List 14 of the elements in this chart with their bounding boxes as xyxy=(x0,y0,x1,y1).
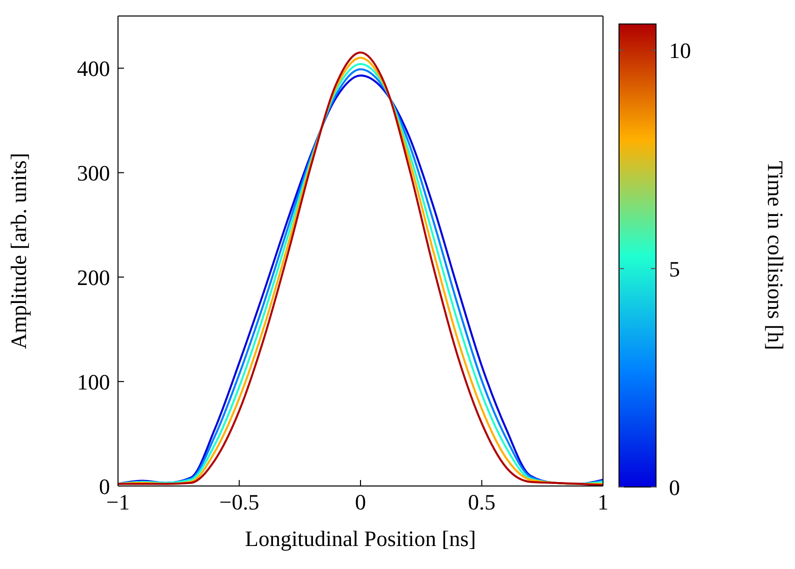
y-tick-label: 300 xyxy=(77,160,110,186)
y-tick-label: 400 xyxy=(77,56,110,82)
x-tick-label: −0.5 xyxy=(219,490,260,515)
y-tick-label: 200 xyxy=(77,264,110,290)
x-tick-label: 0 xyxy=(355,490,366,515)
color-bar-title: Time in collisions [h] xyxy=(763,160,788,350)
color-bar-label: 10 xyxy=(669,38,691,64)
y-tick-label: 0 xyxy=(99,474,110,499)
x-tick-label: 1 xyxy=(598,490,608,515)
x-tick-label: 0.5 xyxy=(468,490,496,515)
x-axis-title: Longitudinal Position [ns] xyxy=(245,526,476,551)
y-axis-title: Amplitude [arb. units] xyxy=(6,152,31,350)
y-tick-label: 100 xyxy=(77,369,110,394)
color-bar-label: 5 xyxy=(669,256,680,282)
